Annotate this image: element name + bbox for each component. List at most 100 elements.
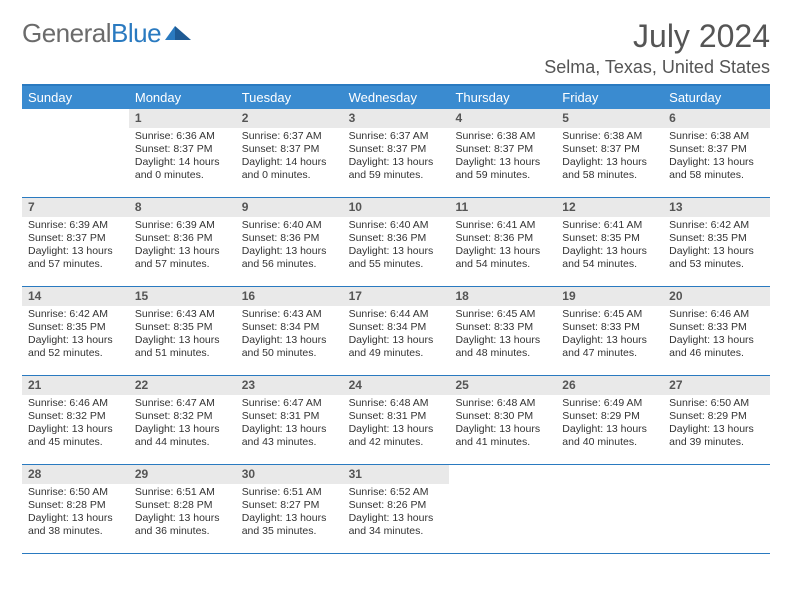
sunset-line: Sunset: 8:28 PM	[28, 499, 123, 512]
day-cell-body: Sunrise: 6:44 AMSunset: 8:34 PMDaylight:…	[343, 308, 450, 361]
day-cell-body: Sunrise: 6:51 AMSunset: 8:27 PMDaylight:…	[236, 486, 343, 539]
day-cell-body: Sunrise: 6:38 AMSunset: 8:37 PMDaylight:…	[663, 130, 770, 183]
day-number: 6	[663, 109, 770, 128]
day-cell	[663, 465, 770, 553]
day-cell: 3Sunrise: 6:37 AMSunset: 8:37 PMDaylight…	[343, 109, 450, 197]
sunrise-line: Sunrise: 6:49 AM	[562, 397, 657, 410]
week-row: 7Sunrise: 6:39 AMSunset: 8:37 PMDaylight…	[22, 198, 770, 287]
day-cell: 23Sunrise: 6:47 AMSunset: 8:31 PMDayligh…	[236, 376, 343, 464]
day-cell: 22Sunrise: 6:47 AMSunset: 8:32 PMDayligh…	[129, 376, 236, 464]
sunrise-line: Sunrise: 6:52 AM	[349, 486, 444, 499]
day-cell-body: Sunrise: 6:51 AMSunset: 8:28 PMDaylight:…	[129, 486, 236, 539]
day-header: Saturday	[663, 86, 770, 109]
daylight-line: Daylight: 13 hours and 46 minutes.	[669, 334, 764, 360]
sunset-line: Sunset: 8:34 PM	[242, 321, 337, 334]
day-cell-body: Sunrise: 6:39 AMSunset: 8:36 PMDaylight:…	[129, 219, 236, 272]
day-number: 8	[129, 198, 236, 217]
day-cell: 24Sunrise: 6:48 AMSunset: 8:31 PMDayligh…	[343, 376, 450, 464]
day-cell: 27 Sunrise: 6:50 AMSunset: 8:29 PMDayligh…	[663, 376, 770, 464]
sunrise-line: Sunrise: 6:41 AM	[455, 219, 550, 232]
day-cell-body: Sunrise: 6:50 AMSunset: 8:29 PMDaylight:…	[663, 397, 770, 450]
sunrise-line: Sunrise: 6:51 AM	[242, 486, 337, 499]
sunrise-line: Sunrise: 6:47 AM	[242, 397, 337, 410]
day-number: 5	[556, 109, 663, 128]
sunrise-line: Sunrise: 6:46 AM	[669, 308, 764, 321]
day-cell-body: Sunrise: 6:49 AMSunset: 8:29 PMDaylight:…	[556, 397, 663, 450]
day-cell: 29Sunrise: 6:51 AMSunset: 8:28 PMDayligh…	[129, 465, 236, 553]
day-cell: 17Sunrise: 6:44 AMSunset: 8:34 PMDayligh…	[343, 287, 450, 375]
sunset-line: Sunset: 8:36 PM	[242, 232, 337, 245]
title-block: July 2024 Selma, Texas, United States	[544, 18, 770, 78]
sunset-line: Sunset: 8:35 PM	[28, 321, 123, 334]
sunset-line: Sunset: 8:36 PM	[349, 232, 444, 245]
day-cell: 21Sunrise: 6:46 AMSunset: 8:32 PMDayligh…	[22, 376, 129, 464]
daylight-line: Daylight: 13 hours and 41 minutes.	[455, 423, 550, 449]
daylight-line: Daylight: 13 hours and 59 minutes.	[349, 156, 444, 182]
day-cell-body: Sunrise: 6:41 AMSunset: 8:36 PMDaylight:…	[449, 219, 556, 272]
sunrise-line: Sunrise: 6:40 AM	[242, 219, 337, 232]
sunrise-line: Sunrise: 6:42 AM	[669, 219, 764, 232]
daylight-line: Daylight: 13 hours and 40 minutes.	[562, 423, 657, 449]
sunset-line: Sunset: 8:29 PM	[562, 410, 657, 423]
day-header: Tuesday	[236, 86, 343, 109]
sunrise-line: Sunrise: 6:41 AM	[562, 219, 657, 232]
sunrise-line: Sunrise: 6:40 AM	[349, 219, 444, 232]
sunrise-line: Sunrise: 6:39 AM	[135, 219, 230, 232]
calendar-grid: SundayMondayTuesdayWednesdayThursdayFrid…	[22, 84, 770, 554]
day-cell-body: Sunrise: 6:48 AMSunset: 8:31 PMDaylight:…	[343, 397, 450, 450]
day-cell-body: Sunrise: 6:47 AMSunset: 8:31 PMDaylight:…	[236, 397, 343, 450]
day-cell-body: Sunrise: 6:43 AMSunset: 8:34 PMDaylight:…	[236, 308, 343, 361]
day-cell: 26Sunrise: 6:49 AMSunset: 8:29 PMDayligh…	[556, 376, 663, 464]
day-cell: 28Sunrise: 6:50 AMSunset: 8:28 PMDayligh…	[22, 465, 129, 553]
day-cell: 1 Sunrise: 6:36 AMSunset: 8:37 PMDaylight…	[129, 109, 236, 197]
day-cell: 13Sunrise: 6:42 AMSunset: 8:35 PMDayligh…	[663, 198, 770, 286]
daylight-line: Daylight: 13 hours and 43 minutes.	[242, 423, 337, 449]
day-number: 13	[663, 198, 770, 217]
day-header: Sunday	[22, 86, 129, 109]
sunrise-line: Sunrise: 6:38 AM	[455, 130, 550, 143]
day-header-row: SundayMondayTuesdayWednesdayThursdayFrid…	[22, 86, 770, 109]
daylight-line: Daylight: 13 hours and 59 minutes.	[455, 156, 550, 182]
day-cell	[449, 465, 556, 553]
day-cell-body: Sunrise: 6:45 AMSunset: 8:33 PMDaylight:…	[449, 308, 556, 361]
day-cell: 20Sunrise: 6:46 AMSunset: 8:33 PMDayligh…	[663, 287, 770, 375]
day-cell-body: Sunrise: 6:46 AMSunset: 8:32 PMDaylight:…	[22, 397, 129, 450]
sunset-line: Sunset: 8:36 PM	[455, 232, 550, 245]
day-cell: 25Sunrise: 6:48 AMSunset: 8:30 PMDayligh…	[449, 376, 556, 464]
daylight-line: Daylight: 13 hours and 54 minutes.	[562, 245, 657, 271]
day-number: 27	[663, 376, 770, 395]
day-number: 11	[449, 198, 556, 217]
day-cell-body: Sunrise: 6:50 AMSunset: 8:28 PMDaylight:…	[22, 486, 129, 539]
sunrise-line: Sunrise: 6:43 AM	[242, 308, 337, 321]
sunset-line: Sunset: 8:35 PM	[669, 232, 764, 245]
day-cell: 18Sunrise: 6:45 AMSunset: 8:33 PMDayligh…	[449, 287, 556, 375]
day-number: 30	[236, 465, 343, 484]
sunset-line: Sunset: 8:28 PM	[135, 499, 230, 512]
location-label: Selma, Texas, United States	[544, 57, 770, 78]
sunset-line: Sunset: 8:31 PM	[242, 410, 337, 423]
sunset-line: Sunset: 8:35 PM	[135, 321, 230, 334]
sunrise-line: Sunrise: 6:47 AM	[135, 397, 230, 410]
day-cell: 7Sunrise: 6:39 AMSunset: 8:37 PMDaylight…	[22, 198, 129, 286]
day-cell: 16 Sunrise: 6:43 AMSunset: 8:34 PMDayligh…	[236, 287, 343, 375]
week-row: 21Sunrise: 6:46 AMSunset: 8:32 PMDayligh…	[22, 376, 770, 465]
day-cell: 4Sunrise: 6:38 AMSunset: 8:37 PMDaylight…	[449, 109, 556, 197]
daylight-line: Daylight: 13 hours and 36 minutes.	[135, 512, 230, 538]
sunset-line: Sunset: 8:37 PM	[562, 143, 657, 156]
sunrise-line: Sunrise: 6:39 AM	[28, 219, 123, 232]
sunrise-line: Sunrise: 6:50 AM	[28, 486, 123, 499]
day-number: 16	[236, 287, 343, 306]
day-number: 1	[129, 109, 236, 128]
sunrise-line: Sunrise: 6:51 AM	[135, 486, 230, 499]
sunrise-line: Sunrise: 6:38 AM	[562, 130, 657, 143]
sunset-line: Sunset: 8:27 PM	[242, 499, 337, 512]
day-number: 9	[236, 198, 343, 217]
week-row: 28Sunrise: 6:50 AMSunset: 8:28 PMDayligh…	[22, 465, 770, 554]
day-cell-body: Sunrise: 6:45 AMSunset: 8:33 PMDaylight:…	[556, 308, 663, 361]
day-cell-body: Sunrise: 6:36 AMSunset: 8:37 PMDaylight:…	[129, 130, 236, 183]
sunrise-line: Sunrise: 6:38 AM	[669, 130, 764, 143]
day-cell-body: Sunrise: 6:52 AMSunset: 8:26 PMDaylight:…	[343, 486, 450, 539]
day-number: 19	[556, 287, 663, 306]
sunset-line: Sunset: 8:33 PM	[562, 321, 657, 334]
day-cell-body: Sunrise: 6:37 AMSunset: 8:37 PMDaylight:…	[343, 130, 450, 183]
